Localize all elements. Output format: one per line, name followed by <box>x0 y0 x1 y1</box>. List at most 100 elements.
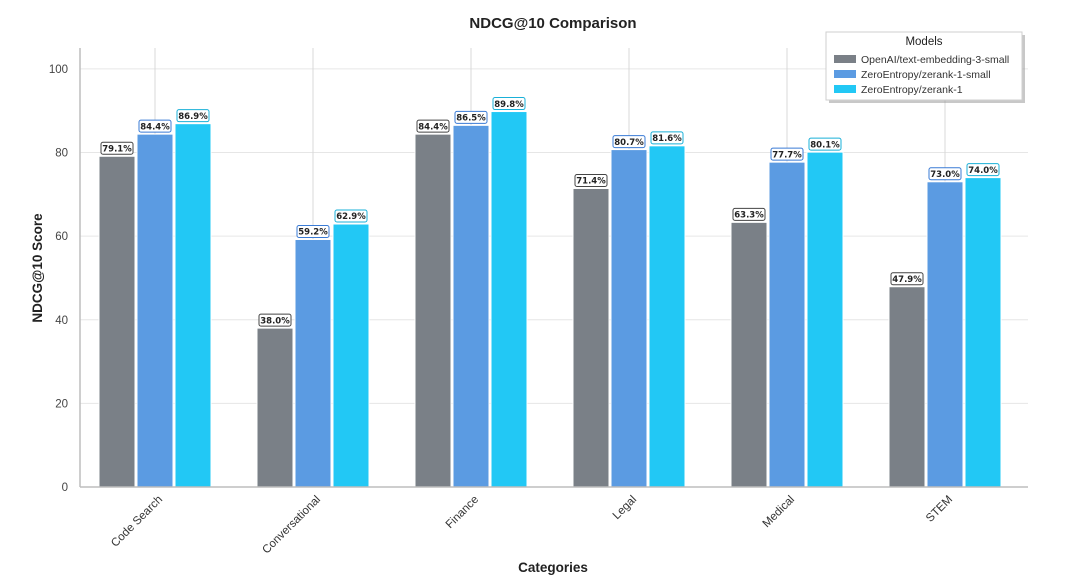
legend-swatch <box>834 70 856 78</box>
grid-lines <box>80 48 1028 487</box>
legend-label: ZeroEntropy/zerank-1 <box>861 84 963 96</box>
bars <box>98 111 1002 488</box>
legend-item: ZeroEntropy/zerank-1-small <box>834 69 991 81</box>
y-tick-label: 20 <box>55 398 68 410</box>
legend-label: OpenAI/text-embedding-3-small <box>861 54 1009 66</box>
data-label-text: 80.1% <box>810 140 840 150</box>
bar <box>452 124 490 488</box>
data-label-text: 63.3% <box>734 211 764 221</box>
x-tick-label: Conversational <box>260 494 323 557</box>
data-label-box <box>732 207 766 221</box>
x-tick-label: Medical <box>761 494 798 531</box>
bar <box>174 123 212 488</box>
data-labels: 79.1% 38.0% 84.4% 71.4% 63.3% 47.9% 84.4% 59.2%… <box>100 97 1000 327</box>
data-label-box <box>612 135 646 149</box>
y-tick-label: 60 <box>55 231 68 243</box>
data-label-box <box>770 147 804 161</box>
data-label-box <box>416 119 450 133</box>
data-label-text: 71.4% <box>576 177 606 187</box>
data-label-box <box>296 224 330 238</box>
legend-item: ZeroEntropy/zerank-1 <box>834 84 963 96</box>
y-tick-label: 80 <box>55 148 68 160</box>
bar <box>490 111 528 488</box>
legend-items: OpenAI/text-embedding-3-small ZeroEntropy… <box>834 54 1009 96</box>
bar <box>806 151 844 488</box>
data-label-text: 74.0% <box>968 166 998 176</box>
y-tick-label: 0 <box>62 482 68 494</box>
data-label-text: 73.0% <box>930 170 960 180</box>
x-tick-label: Code Search <box>109 494 165 550</box>
data-label-text: 84.4% <box>418 122 448 132</box>
bar <box>926 181 964 488</box>
legend: Models OpenAI/text-embedding-3-small Zero… <box>825 31 1025 103</box>
x-tick-label: STEM <box>924 494 955 525</box>
data-label: 62.9% <box>334 209 368 223</box>
bar <box>414 133 452 488</box>
y-axis-label: NDCG@10 Score <box>30 213 45 323</box>
x-tick-label: Legal <box>611 494 639 522</box>
legend-box <box>825 31 1023 101</box>
data-label-box <box>334 209 368 223</box>
data-label: 74.0% <box>966 163 1000 177</box>
data-label: 71.4% <box>574 173 608 187</box>
bar <box>572 187 610 488</box>
data-label-box <box>454 110 488 124</box>
data-label-text: 77.7% <box>772 150 802 160</box>
bar <box>964 177 1002 488</box>
data-label: 73.0% <box>928 167 962 181</box>
data-label: 77.7% <box>770 147 804 161</box>
x-axis-label: Categories <box>518 560 588 575</box>
data-label-box <box>574 173 608 187</box>
data-label-box <box>176 109 210 123</box>
data-label: 63.3% <box>732 207 766 221</box>
bar <box>332 223 370 488</box>
data-label-text: 86.5% <box>456 114 486 124</box>
data-label-box <box>928 167 962 181</box>
data-label: 84.4% <box>416 119 450 133</box>
legend-swatch <box>834 85 856 93</box>
legend-label: ZeroEntropy/zerank-1-small <box>861 69 991 81</box>
data-label-text: 84.4% <box>140 122 170 132</box>
data-label: 84.4% <box>138 119 172 133</box>
y-tick-label: 100 <box>49 64 68 76</box>
data-label-text: 80.7% <box>614 138 644 148</box>
data-label: 38.0% <box>258 313 292 327</box>
y-tick-label: 40 <box>55 315 68 327</box>
bar <box>256 327 294 488</box>
data-label-text: 79.1% <box>102 144 132 154</box>
data-label: 86.5% <box>454 110 488 124</box>
bar <box>648 145 686 488</box>
bar <box>888 286 926 488</box>
data-label-text: 89.8% <box>494 100 524 110</box>
data-label-text: 62.9% <box>336 212 366 222</box>
legend-title: Models <box>905 36 942 48</box>
bar <box>136 133 174 488</box>
data-label-box <box>650 131 684 145</box>
data-label-box <box>890 272 924 286</box>
bar <box>768 161 806 488</box>
data-label: 59.2% <box>296 224 330 238</box>
data-label-box <box>966 163 1000 177</box>
bar <box>610 149 648 488</box>
chart-title: NDCG@10 Comparison <box>469 15 636 32</box>
data-label: 80.7% <box>612 135 646 149</box>
data-label-text: 38.0% <box>260 316 290 326</box>
data-label: 89.8% <box>492 97 526 111</box>
data-label: 80.1% <box>808 137 842 151</box>
data-label-box <box>808 137 842 151</box>
data-label: 81.6% <box>650 131 684 145</box>
legend-item: OpenAI/text-embedding-3-small <box>834 54 1009 66</box>
data-label-text: 81.6% <box>652 134 682 144</box>
bar <box>294 238 332 488</box>
x-tick-label: Finance <box>444 494 481 531</box>
data-label: 79.1% <box>100 141 134 155</box>
legend-swatch <box>834 55 856 63</box>
data-label-box <box>258 313 292 327</box>
data-label-text: 47.9% <box>892 275 922 285</box>
data-label-text: 86.9% <box>178 112 208 122</box>
bar <box>98 155 136 488</box>
bar <box>730 221 768 488</box>
data-label: 86.9% <box>176 109 210 123</box>
